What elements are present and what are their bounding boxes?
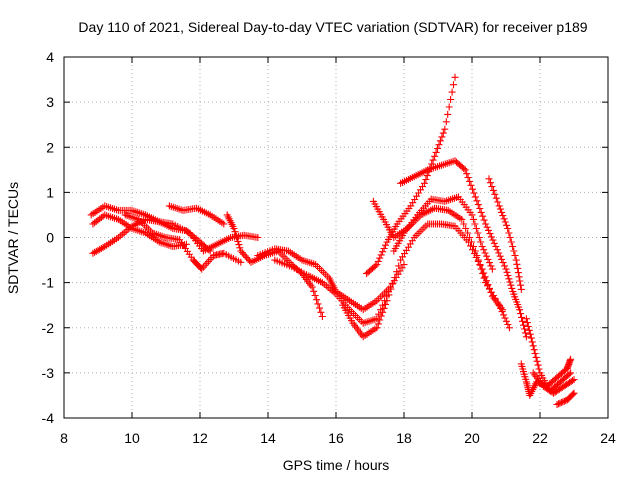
series-track-4 (121, 211, 245, 273)
data-point-markers (89, 211, 190, 250)
x-tick-label: 10 (124, 430, 140, 446)
y-tick-label: 4 (46, 49, 54, 65)
x-tick-labels: 8 10 12 14 16 18 20 22 24 (60, 430, 616, 446)
data-points (87, 73, 578, 408)
x-tick-label: 8 (60, 430, 68, 446)
series-track-13 (397, 157, 530, 341)
data-point-markers (485, 175, 525, 293)
gridlines (64, 57, 608, 418)
y-tick-label: 0 (46, 230, 54, 246)
y-tick-label: 1 (46, 184, 54, 200)
series-track-17 (529, 369, 578, 397)
y-tick-label: -4 (42, 410, 55, 426)
data-point-markers (165, 202, 228, 228)
data-point-markers (397, 157, 530, 341)
x-tick-label: 12 (192, 430, 208, 446)
y-axis-label: SDTVAR / TECUs (5, 182, 21, 294)
y-tick-label: -2 (42, 320, 55, 336)
series-track-6 (223, 211, 326, 320)
series-track-7 (254, 245, 394, 314)
data-point-markers (369, 197, 513, 332)
x-tick-label: 18 (396, 430, 412, 446)
data-point-markers (529, 369, 578, 397)
data-point-markers (390, 193, 496, 273)
y-tick-label: -3 (42, 365, 55, 381)
y-tick-label: 2 (46, 139, 54, 155)
y-tick-label: -1 (42, 275, 55, 291)
data-point-markers (254, 245, 394, 314)
series-track-10 (363, 73, 459, 278)
series-track-5 (165, 202, 228, 228)
data-point-markers (89, 215, 214, 257)
series-track-12 (390, 193, 496, 273)
series-track-11 (369, 197, 513, 332)
data-point-markers (363, 73, 459, 278)
data-point-markers (553, 389, 578, 408)
y-tick-label: 3 (46, 94, 54, 110)
x-tick-label: 20 (464, 430, 480, 446)
series-track-3 (89, 215, 214, 257)
data-point-markers (121, 211, 245, 273)
data-point-markers (223, 211, 326, 320)
series-track-2 (89, 211, 190, 250)
y-tick-labels: -4 -3 -2 -1 0 1 2 3 4 (42, 49, 55, 426)
tick-marks (63, 56, 609, 419)
x-tick-label: 14 (260, 430, 276, 446)
chart-title: Day 110 of 2021, Sidereal Day-to-day VTE… (78, 19, 587, 35)
x-tick-label: 16 (328, 430, 344, 446)
x-axis-label: GPS time / hours (283, 457, 390, 473)
series-track-14 (485, 175, 525, 293)
series-track-18 (553, 389, 578, 408)
x-tick-label: 22 (532, 430, 548, 446)
x-tick-label: 24 (600, 430, 616, 446)
